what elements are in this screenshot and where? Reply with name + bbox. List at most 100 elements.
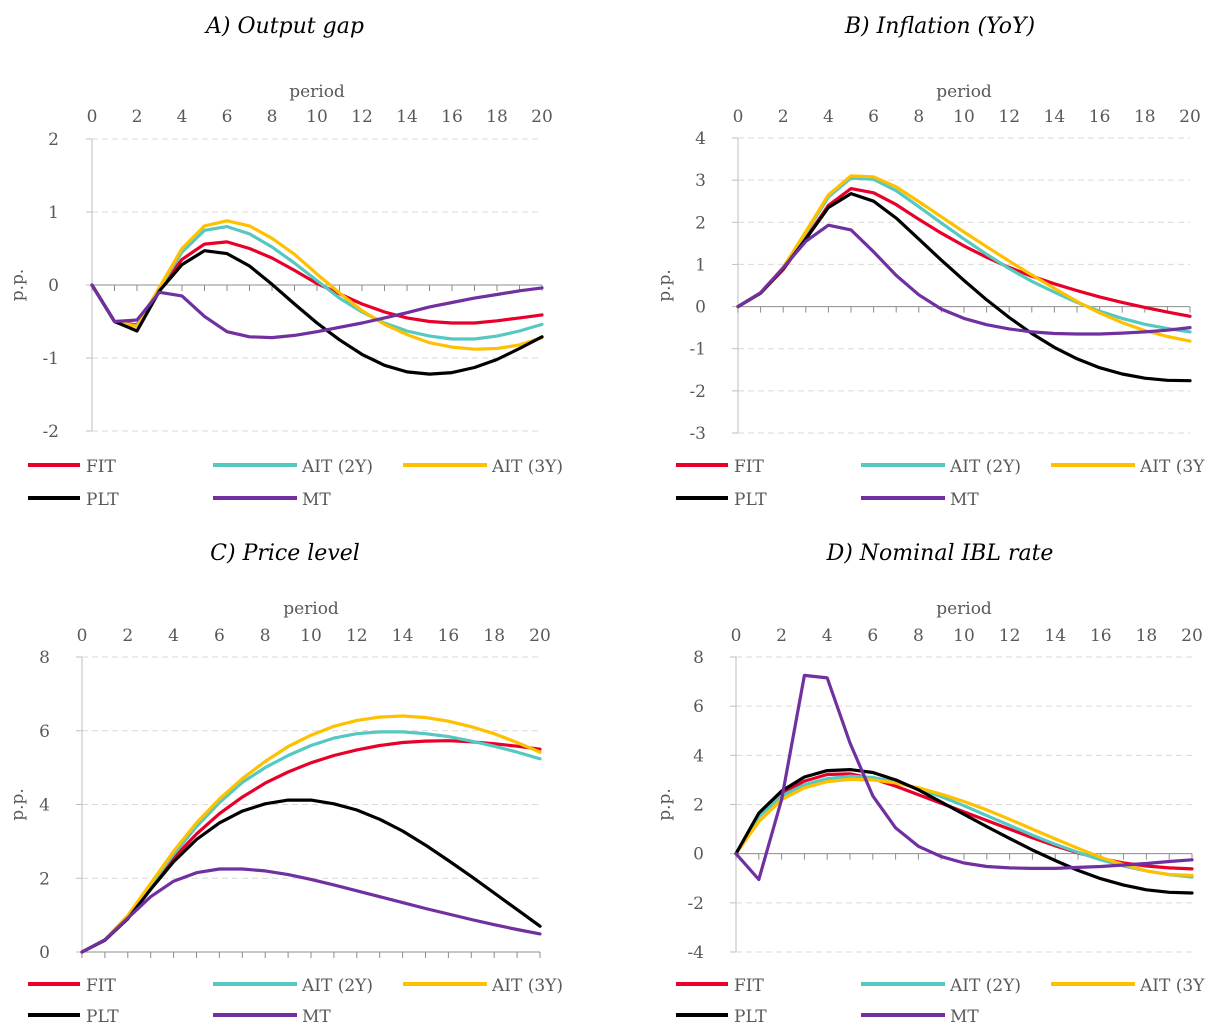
y-tick-label: 4 — [39, 796, 50, 816]
y-tick-label: 8 — [693, 648, 704, 668]
series-line-plt — [80, 798, 542, 954]
x-tick-label: 2 — [776, 626, 787, 646]
x-axis-label: period — [283, 599, 339, 619]
x-tick-label: 6 — [867, 626, 878, 646]
legend-label-plt: PLT — [734, 1007, 767, 1025]
x-tick-label: 20 — [531, 107, 553, 127]
x-tick-label: 2 — [778, 107, 789, 127]
y-tick-label: 8 — [39, 648, 50, 668]
x-tick-label: 8 — [260, 626, 271, 646]
x-tick-label: 4 — [822, 626, 833, 646]
x-tick-label: 12 — [998, 107, 1020, 127]
legend: FIT AIT (2Y) AIT (3Y) PLT MT — [28, 457, 563, 510]
chart-title: D) Nominal IBL rate — [826, 541, 1054, 566]
y-tick-label: 4 — [693, 746, 704, 766]
x-tick-label: 10 — [306, 107, 328, 127]
legend-label-ait-3y: AIT (3Y) — [1139, 976, 1205, 996]
legend-label-ait-2y: AIT (2Y) — [949, 457, 1021, 477]
series-line-plt — [90, 249, 544, 376]
y-tick-label: 0 — [48, 276, 59, 296]
y-tick-label: 2 — [39, 869, 50, 889]
chart-title: B) Inflation (YoY) — [844, 14, 1035, 39]
x-tick-label: 20 — [1181, 626, 1203, 646]
y-axis-label: p.p. — [655, 269, 675, 302]
legend-label-mt: MT — [302, 490, 331, 510]
legend-label-ait-3y: AIT (3Y) — [1139, 457, 1205, 477]
y-tick-label: 1 — [695, 255, 706, 275]
series-line-ait-3y — [736, 174, 1192, 343]
y-tick-label: 4 — [695, 129, 706, 149]
series-line-ait-3y — [90, 219, 544, 351]
series-line-mt — [90, 283, 544, 340]
x-tick-label: 16 — [1089, 107, 1111, 127]
x-tick-label: 18 — [1136, 626, 1158, 646]
chart-panel-3: C) Price level period p.p. 0 2 4 6 8 0 2 4 6 8 10 12 14… — [8, 541, 563, 1025]
y-axis-label: p.p. — [8, 788, 28, 821]
x-tick-label: 16 — [441, 107, 463, 127]
series-line-mt — [736, 223, 1192, 336]
y-tick-label: -2 — [687, 894, 704, 914]
x-tick-label: 6 — [868, 107, 879, 127]
series-line-plt — [734, 767, 1194, 895]
chart-title: C) Price level — [210, 541, 360, 566]
legend-label-mt: MT — [950, 490, 979, 510]
y-tick-label: -2 — [42, 422, 59, 442]
chart-title: A) Output gap — [204, 14, 364, 39]
y-axis-label: p.p. — [8, 269, 28, 302]
x-axis-label: period — [289, 82, 345, 102]
x-tick-label: 2 — [122, 626, 133, 646]
legend-label-plt: PLT — [86, 1007, 119, 1025]
x-tick-label: 10 — [953, 626, 975, 646]
x-tick-label: 6 — [222, 107, 233, 127]
series-line-fit — [736, 187, 1192, 318]
legend-label-mt: MT — [950, 1007, 979, 1025]
legend-label-fit: FIT — [86, 457, 117, 477]
y-tick-label: 2 — [693, 796, 704, 816]
legend: FIT AIT (2Y) AIT (3Y) PLT MT — [676, 976, 1205, 1025]
legend-label-ait-3y: AIT (3Y) — [491, 457, 563, 477]
y-tick-label: -1 — [689, 340, 706, 360]
series-line-plt — [736, 192, 1192, 383]
x-tick-label: 14 — [1044, 626, 1066, 646]
y-tick-label: -3 — [689, 424, 706, 444]
x-tick-label: 14 — [392, 626, 414, 646]
legend-label-mt: MT — [302, 1007, 331, 1025]
y-tick-label: 2 — [48, 130, 59, 150]
series-line-ait-3y — [734, 777, 1194, 877]
y-tick-label: -1 — [42, 349, 59, 369]
legend-label-fit: FIT — [86, 976, 117, 996]
y-tick-label: 1 — [48, 203, 59, 223]
x-tick-label: 12 — [351, 107, 373, 127]
x-axis-label: period — [936, 599, 992, 619]
x-tick-label: 4 — [177, 107, 188, 127]
x-tick-label: 20 — [1179, 107, 1201, 127]
x-tick-label: 18 — [483, 626, 505, 646]
y-tick-label: 2 — [695, 213, 706, 233]
y-tick-label: 0 — [695, 298, 706, 318]
x-tick-label: 0 — [77, 626, 88, 646]
legend-label-plt: PLT — [86, 490, 119, 510]
y-tick-label: 3 — [695, 171, 706, 191]
legend: FIT AIT (2Y) AIT (3Y) PLT MT — [28, 976, 563, 1025]
x-tick-label: 2 — [132, 107, 143, 127]
legend-label-ait-2y: AIT (2Y) — [301, 457, 373, 477]
legend-label-ait-2y: AIT (2Y) — [949, 976, 1021, 996]
x-tick-label: 12 — [346, 626, 368, 646]
y-tick-label: 0 — [39, 943, 50, 963]
x-tick-label: 14 — [1044, 107, 1066, 127]
legend-label-ait-2y: AIT (2Y) — [301, 976, 373, 996]
y-tick-label: 0 — [693, 845, 704, 865]
x-tick-label: 18 — [1134, 107, 1156, 127]
x-tick-label: 10 — [953, 107, 975, 127]
series-line-fit — [90, 240, 544, 327]
x-tick-label: 14 — [396, 107, 418, 127]
y-tick-label: -4 — [687, 943, 704, 963]
x-tick-label: 0 — [733, 107, 744, 127]
legend-label-plt: PLT — [734, 490, 767, 510]
x-axis-label: period — [936, 82, 992, 102]
series-line-mt — [734, 673, 1194, 882]
series-line-mt — [80, 867, 542, 954]
chart-panel-4: D) Nominal IBL rate period p.p. -4 -2 0 2 4 6 8 0 2… — [655, 541, 1205, 1025]
